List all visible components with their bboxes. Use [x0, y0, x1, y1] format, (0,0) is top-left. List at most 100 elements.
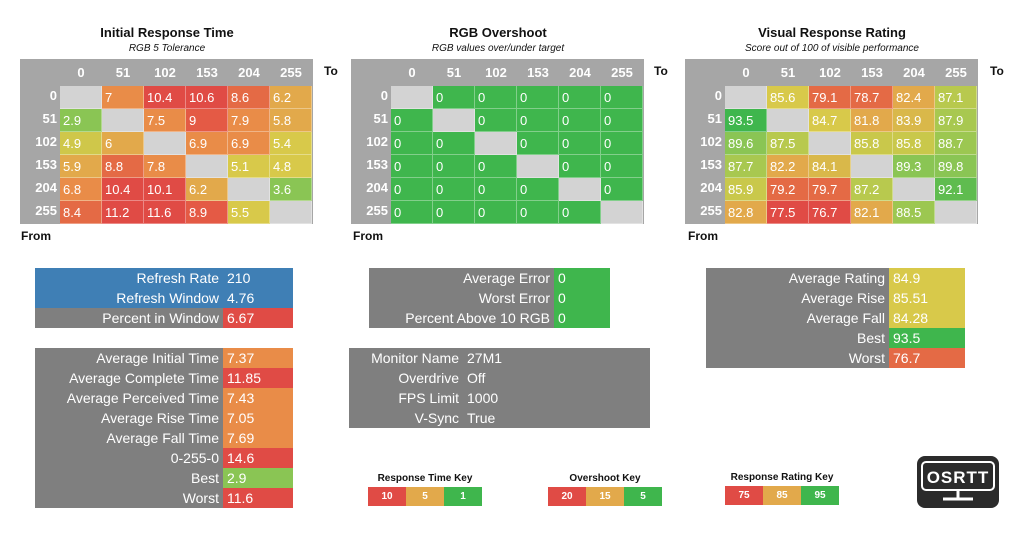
key-title: Response Time Key — [377, 473, 473, 484]
heatmap-cell: 0 — [559, 132, 601, 155]
stat-label: FPS Limit — [349, 388, 463, 408]
stat-label: Worst — [706, 348, 889, 368]
heatmap-cell — [433, 109, 475, 132]
heatmap-cell: 7.8 — [144, 155, 186, 178]
heatmap-cell — [228, 178, 270, 201]
stat-row: Percent Above 10 RGB 0 — [369, 308, 610, 328]
row-header: 153 — [700, 157, 722, 172]
heatmap-cell: 88.7 — [935, 132, 977, 155]
stat-value: 1000 — [463, 388, 650, 408]
stat-row: Average Initial Time 7.37 — [35, 348, 293, 368]
stat-value: 0 — [554, 288, 610, 308]
stat-value: 84.9 — [889, 268, 965, 288]
heatmap-1-subtitle: RGB 5 Tolerance — [128, 43, 206, 54]
heatmap-cell: 0 — [475, 155, 517, 178]
key-swatch: 85 — [763, 486, 801, 505]
heatmap-cell: 0 — [475, 201, 517, 224]
heatmap-cell: 8.8 — [102, 155, 144, 178]
heatmap-cell: 84.1 — [809, 155, 851, 178]
stat-value: 84.28 — [889, 308, 965, 328]
heatmap-cell: 6.9 — [186, 132, 228, 155]
heatmap-cell: 0 — [517, 132, 559, 155]
heatmap-cell: 77.5 — [767, 201, 809, 224]
heatmap-cell: 0 — [601, 155, 643, 178]
column-header: 255 — [280, 65, 302, 80]
heatmap-cell: 2.9 — [60, 109, 102, 132]
column-header: 255 — [945, 65, 967, 80]
heatmap-cell: 6.2 — [186, 178, 228, 201]
stat-value: 0 — [554, 308, 610, 328]
heatmap-cell: 0 — [433, 155, 475, 178]
visual-response-rating-heatmap: 0 51 102 153 204 255 0 85.6 79.1 78.7 82.4 87.1 51 93… — [685, 59, 978, 224]
heatmap-cell: 89.8 — [935, 155, 977, 178]
heatmap-cell: 8.4 — [60, 201, 102, 224]
row-header: 102 — [35, 134, 57, 149]
heatmap-cell — [767, 109, 809, 132]
stat-value: 27M1 — [463, 348, 650, 368]
heatmap-cell: 7.5 — [144, 109, 186, 132]
stat-row: 0-255-0 14.6 — [35, 448, 293, 468]
heatmap-cell: 10.4 — [144, 86, 186, 109]
column-header: 102 — [485, 65, 507, 80]
to-axis-label-1: To — [324, 64, 338, 78]
heatmap-cell: 0 — [601, 86, 643, 109]
heatmap-cell: 6.2 — [270, 86, 312, 109]
heatmap-cell — [559, 178, 601, 201]
stat-row: Average Fall Time 7.69 — [35, 428, 293, 448]
stat-label: Worst Error — [369, 288, 554, 308]
heatmap-cell: 0 — [475, 86, 517, 109]
row-header: 255 — [700, 203, 722, 218]
heatmap-cell: 85.8 — [851, 132, 893, 155]
column-header: 51 — [115, 65, 131, 80]
heatmap-cell: 0 — [475, 109, 517, 132]
heatmap-cell: 0 — [559, 86, 601, 109]
row-header: 0 — [714, 88, 722, 103]
heatmap-cell: 5.4 — [270, 132, 312, 155]
row-header: 204 — [35, 180, 57, 195]
from-axis-label-2: From — [353, 229, 383, 243]
heatmap-cell — [893, 178, 935, 201]
stat-value: 2.9 — [223, 468, 293, 488]
heatmap-cell: 0 — [517, 109, 559, 132]
heatmap-cell: 85.6 — [767, 86, 809, 109]
heatmap-cell: 79.2 — [767, 178, 809, 201]
heatmap-cell: 4.9 — [60, 132, 102, 155]
heatmap-cell: 0 — [391, 155, 433, 178]
stat-label: Percent in Window — [35, 308, 223, 328]
heatmap-cell — [60, 86, 102, 109]
key-title: Overshoot Key — [569, 473, 641, 484]
stat-label: Best — [706, 328, 889, 348]
heatmap-cell: 0 — [391, 201, 433, 224]
stat-value: 4.76 — [223, 288, 293, 308]
stat-value: 76.7 — [889, 348, 965, 368]
row-header: 51 — [42, 111, 57, 126]
stat-row: Overdrive Off — [349, 368, 650, 388]
stat-value: 93.5 — [889, 328, 965, 348]
stat-value: 11.6 — [223, 488, 293, 508]
column-header: 153 — [196, 65, 218, 80]
initial-response-time-heatmap: 0 51 102 153 204 255 0 7 10.4 10.6 8.6 6.2 51 2.9 7.5 9… — [20, 59, 313, 224]
heatmap-cell: 0 — [559, 109, 601, 132]
stat-row: Average Complete Time 11.85 — [35, 368, 293, 388]
column-header: 204 — [903, 65, 925, 80]
stat-row: Refresh Rate 210 — [35, 268, 293, 288]
stat-row: Monitor Name 27M1 — [349, 348, 650, 368]
stat-row: Percent in Window 6.67 — [35, 308, 293, 328]
stat-value: 14.6 — [223, 448, 293, 468]
heatmap-cell: 7 — [102, 86, 144, 109]
row-header: 0 — [49, 88, 57, 103]
key-title: Response Rating Key — [730, 472, 834, 483]
stat-label: Overdrive — [349, 368, 463, 388]
stat-row: Worst 76.7 — [706, 348, 965, 368]
heatmap-cell: 87.1 — [935, 86, 977, 109]
heatmap-cell — [391, 86, 433, 109]
logo-text: OSRTT — [927, 468, 990, 487]
heatmap-cell: 0 — [517, 201, 559, 224]
row-header: 102 — [366, 134, 388, 149]
column-header: 204 — [238, 65, 260, 80]
heatmap-cell: 87.5 — [767, 132, 809, 155]
heatmap-cell: 79.1 — [809, 86, 851, 109]
stat-label: Monitor Name — [349, 348, 463, 368]
stat-label: Worst — [35, 488, 223, 508]
row-header: 204 — [700, 180, 722, 195]
